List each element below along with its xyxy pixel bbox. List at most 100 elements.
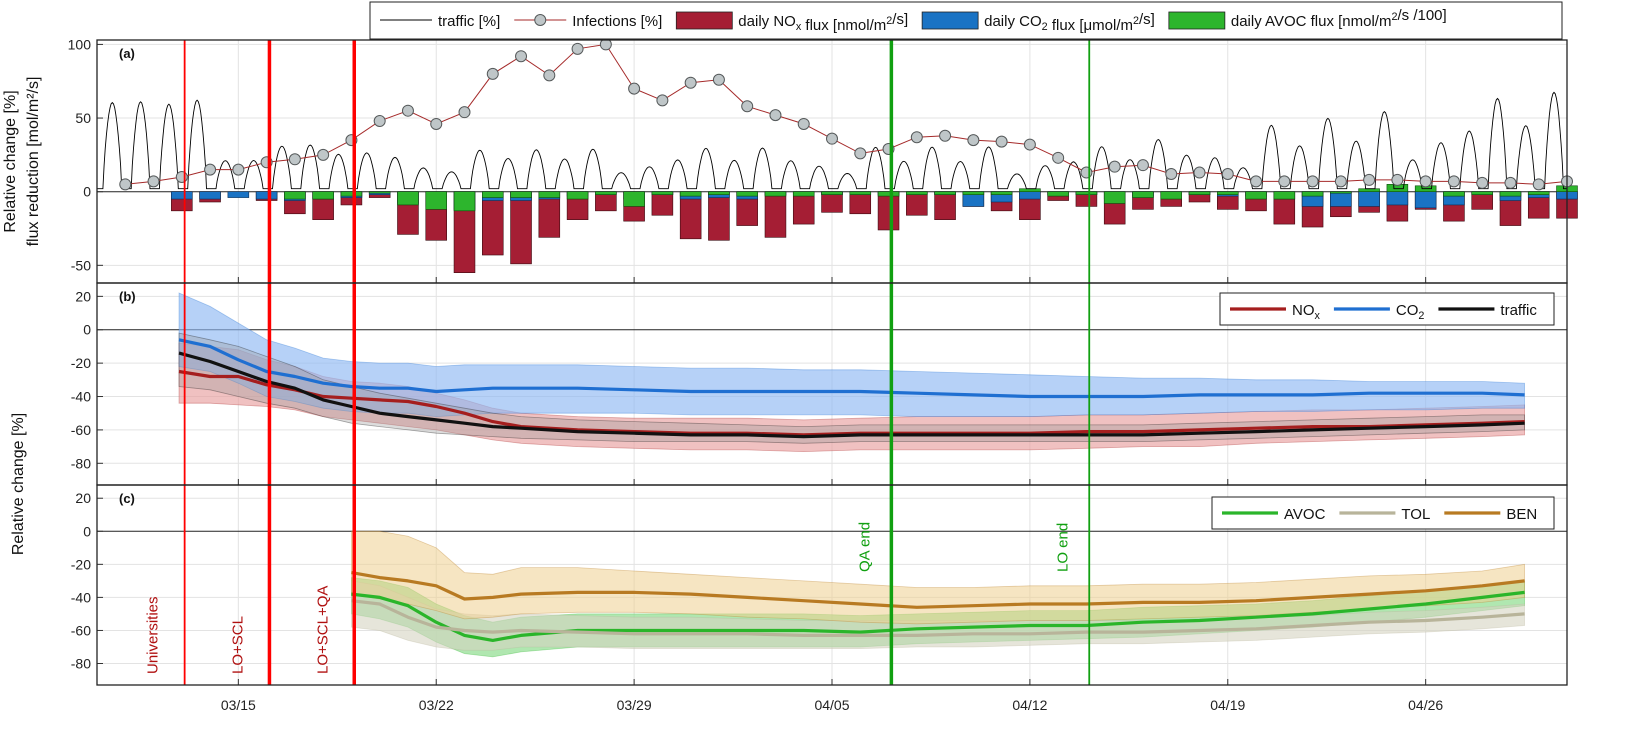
y-tick-label: 50 — [75, 110, 91, 126]
nox-flux-bar — [934, 191, 956, 220]
avoc-flux-bar — [764, 191, 787, 197]
legend-label: NOx — [1292, 302, 1321, 322]
panel-label: (a) — [119, 46, 135, 61]
avoc-flux-bar — [736, 191, 758, 197]
avoc-flux-bar — [340, 191, 363, 197]
avoc-flux-bar — [708, 191, 730, 195]
avoc-flux-bar — [1019, 188, 1041, 192]
infections-point — [1391, 173, 1404, 186]
avoc-flux-bar — [312, 191, 334, 200]
infections-point — [288, 153, 301, 166]
co2-flux-bar — [1358, 191, 1380, 207]
infections-point — [1476, 176, 1489, 189]
avoc-flux-bar — [566, 191, 589, 200]
avoc-flux-bar — [1330, 191, 1352, 194]
infections-point — [401, 104, 414, 117]
co2-flux-bar — [171, 191, 193, 200]
infections-point — [967, 134, 980, 147]
legend-label: daily AVOC flux [nmol/m2/s /100] — [1231, 7, 1447, 30]
avoc-flux-bar — [453, 191, 476, 212]
infections-line — [125, 43, 1568, 185]
infections-point — [543, 69, 556, 82]
legend-layer: traffic [%] Infections [%] daily NOx flux … — [369, 1, 1563, 530]
series-line-traffic — [178, 351, 1525, 439]
infections-point — [741, 100, 754, 113]
avoc-flux-bar — [849, 191, 872, 195]
avoc-flux-bar — [1047, 191, 1069, 197]
infections-point — [628, 82, 641, 95]
y-tick-label: 0 — [83, 184, 91, 200]
y-tick-label: 20 — [75, 288, 91, 304]
infections-point — [1334, 175, 1347, 188]
infections-point — [684, 76, 697, 89]
event-label: LO+SCL+QA — [314, 586, 331, 674]
infections-point — [939, 129, 952, 142]
co2-flux-bar — [227, 191, 250, 198]
frames-layer — [96, 39, 1568, 686]
legend-label: BEN — [1506, 506, 1537, 523]
infections-point — [1136, 159, 1149, 172]
avoc-flux-bar — [1217, 191, 1239, 195]
panel-label: (c) — [119, 491, 135, 506]
nox-flux-bar — [764, 191, 787, 238]
legend-swatch-nox_flux — [675, 11, 733, 30]
infections-point — [1250, 175, 1263, 188]
avoc-flux-bar — [1273, 191, 1296, 200]
legend-label: Infections [%] — [572, 13, 662, 30]
y-axis-label: Relative change [%] — [2, 90, 19, 232]
infections-point — [910, 131, 923, 144]
nox-flux-bar — [792, 191, 815, 225]
avoc-flux-bar — [538, 191, 561, 198]
avoc-flux-bar — [821, 191, 843, 195]
legend-label: TOL — [1401, 506, 1430, 523]
y-tick-label: 0 — [83, 523, 91, 539]
series-line-avoc — [351, 590, 1525, 643]
avoc-flux-bar — [1471, 191, 1493, 195]
avoc-flux-bar — [877, 191, 900, 197]
series-line-ben — [351, 571, 1525, 609]
confidence-band-traffic — [178, 332, 1525, 444]
x-tick-label: 03/15 — [221, 697, 256, 713]
legend-label: AVOC — [1284, 506, 1326, 523]
x-tick-label: 03/29 — [617, 697, 652, 713]
avoc-flux-bar — [623, 191, 645, 207]
infections-point — [486, 67, 499, 80]
y-axis-label: Relative change [%] — [10, 413, 27, 555]
avoc-flux-bar — [1245, 191, 1267, 200]
avoc-flux-bar — [1358, 188, 1380, 192]
infections-point — [1221, 168, 1234, 181]
avoc-flux-bar — [1443, 191, 1465, 197]
series-line-tol — [351, 599, 1525, 638]
nox-flux-bar — [651, 191, 674, 216]
avoc-flux-bar — [1499, 191, 1522, 197]
co2-flux-bar — [1019, 191, 1041, 200]
y-tick-label: -50 — [71, 257, 91, 273]
avoc-flux-bar — [595, 191, 617, 195]
co2-flux-bar — [199, 191, 221, 200]
avoc-flux-bar — [1132, 191, 1154, 198]
nox-flux-bar — [482, 191, 504, 256]
infections-point — [1447, 175, 1460, 188]
infections-point — [1165, 168, 1178, 181]
infections-point — [175, 170, 188, 183]
infections-point — [1193, 166, 1206, 179]
infections-point — [797, 117, 810, 130]
infections-point — [119, 178, 132, 191]
avoc-flux-bar — [990, 191, 1013, 195]
panel-frame — [96, 484, 1568, 686]
events-layer — [183, 40, 1091, 685]
y-tick-label: -60 — [71, 422, 91, 438]
infections-point — [769, 109, 782, 122]
infections-point — [1108, 160, 1121, 173]
marks-layer — [97, 38, 1578, 643]
infections-point — [1363, 173, 1376, 186]
infections-point — [1080, 166, 1093, 179]
legend-swatch-co2_flux — [921, 11, 979, 30]
nox-flux-bar — [849, 191, 872, 215]
avoc-flux-bar — [510, 191, 532, 198]
event-label: QA end — [856, 522, 873, 572]
co2-flux-bar — [1414, 191, 1437, 209]
avoc-flux-bar — [1188, 191, 1211, 195]
infections-point — [1306, 175, 1319, 188]
panel-label: (b) — [119, 289, 136, 304]
